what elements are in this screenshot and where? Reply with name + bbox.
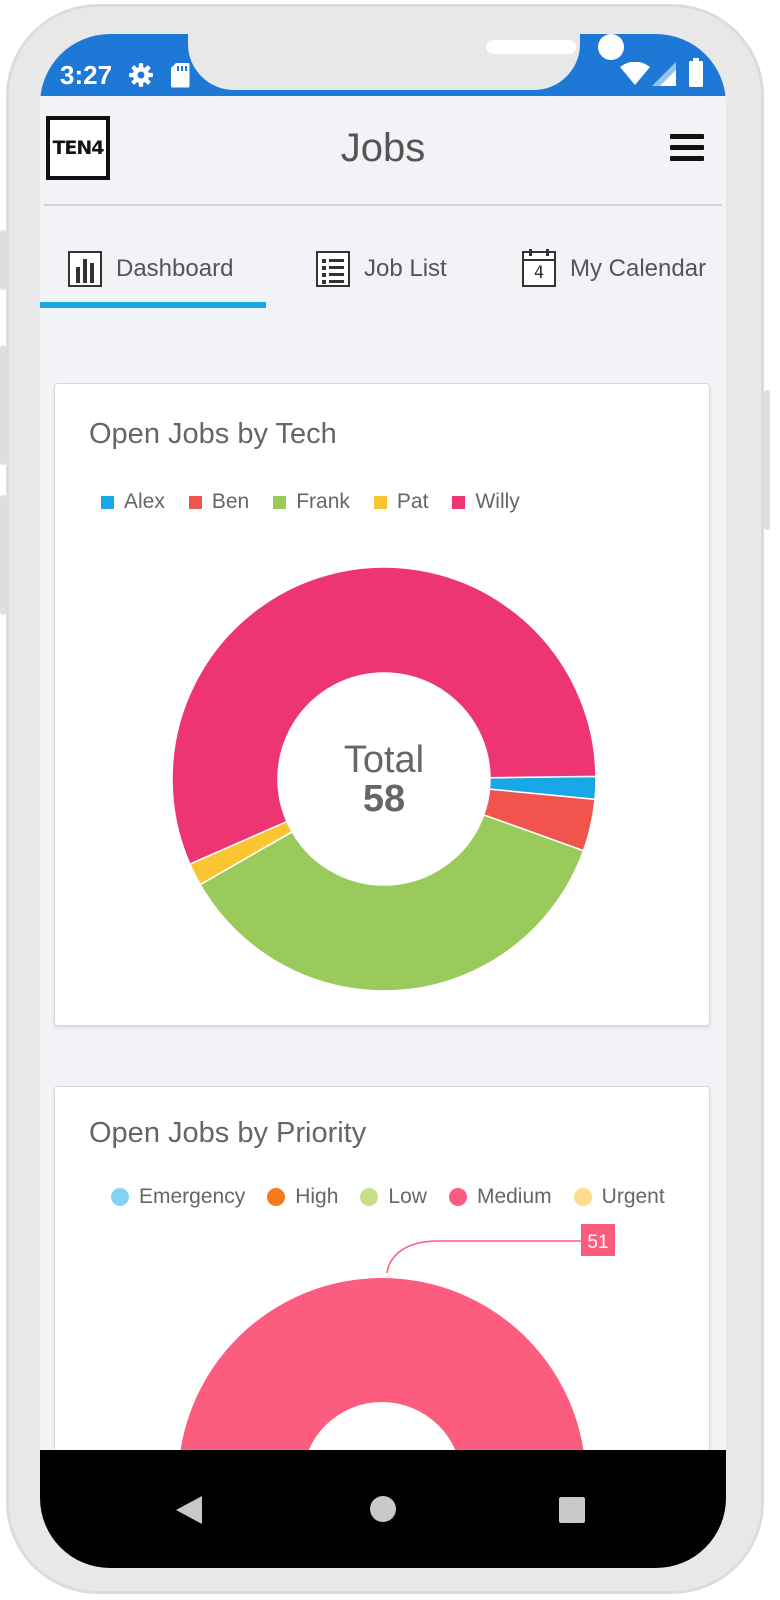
tab-label: Dashboard: [116, 255, 234, 282]
recent-apps-icon[interactable]: [558, 1496, 586, 1524]
chart-slice-willy[interactable]: [171, 566, 597, 866]
tab-dashboard[interactable]: Dashboard: [68, 234, 233, 304]
phone-screen: 3:27: [40, 34, 726, 1568]
tab-bar: Dashboard Job List 4 My Calendar: [40, 234, 726, 310]
legend-swatch: [452, 495, 466, 509]
chart-slice-frank[interactable]: [199, 813, 585, 992]
phone-side-button: [0, 230, 6, 290]
legend-label: Low: [388, 1185, 427, 1208]
app-logo[interactable]: TEN4: [46, 116, 110, 180]
legend-label: Frank: [296, 490, 350, 513]
sd-card-icon: [171, 63, 190, 88]
priority-donut-chart: 51: [178, 1224, 615, 1482]
legend-dot: [267, 1188, 286, 1206]
legend-swatch: [188, 495, 202, 509]
legend-dot: [448, 1188, 467, 1206]
legend-label: Urgent: [601, 1185, 665, 1208]
legend-dot: [360, 1188, 379, 1206]
chart-title: Open Jobs by Priority: [89, 1117, 367, 1149]
phone-side-button: [0, 345, 6, 465]
active-tab-indicator: [40, 302, 266, 308]
legend-swatch: [101, 495, 114, 509]
chart-title: Open Jobs by Tech: [89, 418, 337, 450]
tech-donut-chart: Total 58: [171, 566, 597, 992]
tab-label: Job List: [364, 255, 447, 282]
legend-item-high[interactable]: High: [267, 1185, 338, 1209]
home-icon[interactable]: [369, 1495, 397, 1523]
legend-label: High: [295, 1185, 339, 1208]
legend-item-frank[interactable]: Frank: [273, 490, 350, 514]
app-header: TEN4 Jobs: [40, 96, 726, 206]
data-label-leader-line: [386, 1240, 581, 1274]
battery-icon: [689, 58, 703, 87]
legend-label: Ben: [211, 490, 250, 513]
legend-dot: [111, 1188, 129, 1206]
tab-label: My Calendar: [570, 255, 707, 282]
wifi-icon: [620, 62, 650, 85]
data-label-box: [581, 1224, 615, 1256]
display-notch: [188, 34, 624, 90]
legend-dot: [573, 1188, 592, 1206]
status-time: 3:27: [60, 60, 113, 90]
back-icon[interactable]: [174, 1494, 204, 1526]
tab-my-calendar[interactable]: 4 My Calendar: [522, 234, 706, 304]
legend-item-pat[interactable]: Pat: [373, 490, 429, 514]
legend-item-ben[interactable]: Ben: [188, 490, 250, 514]
earpiece-speaker: [486, 40, 576, 54]
bar-chart-icon: [68, 251, 102, 287]
phone-side-button: [764, 390, 770, 530]
legend-label: Willy: [475, 490, 520, 513]
header-divider: [44, 204, 722, 206]
chart-center-label: Total: [344, 739, 424, 781]
chart-legend: Emergency High Low Medium Urgent: [111, 1185, 665, 1209]
legend-item-emergency[interactable]: Emergency: [111, 1185, 245, 1209]
gear-icon: [129, 63, 153, 87]
legend-item-low[interactable]: Low: [360, 1185, 427, 1209]
chart-legend: Alex Ben Frank Pat Willy: [101, 490, 544, 514]
status-bar: 3:27: [40, 34, 726, 96]
legend-swatch: [273, 495, 287, 509]
signal-icon: [652, 62, 676, 86]
front-camera: [598, 34, 624, 60]
tab-job-list[interactable]: Job List: [316, 234, 447, 304]
legend-label: Alex: [124, 490, 165, 513]
legend-label: Medium: [476, 1185, 552, 1208]
legend-swatch: [373, 495, 387, 509]
legend-item-medium[interactable]: Medium: [448, 1185, 552, 1209]
data-label-medium: 51: [587, 1232, 608, 1253]
chart-center-value: 58: [363, 778, 405, 820]
chart-card-tech: Open Jobs by Tech Alex Ben Frank Pat Wil…: [54, 383, 710, 1026]
legend-item-urgent[interactable]: Urgent: [573, 1185, 665, 1209]
legend-item-alex[interactable]: Alex: [101, 490, 165, 514]
chart-slice-medium[interactable]: [178, 1278, 586, 1482]
hamburger-menu-icon[interactable]: [670, 134, 704, 162]
legend-label: Emergency: [139, 1185, 246, 1208]
legend-item-willy[interactable]: Willy: [452, 490, 520, 514]
chart-card-priority: Open Jobs by Priority Emergency High Low…: [54, 1086, 710, 1486]
legend-label: Pat: [396, 490, 429, 513]
calendar-icon: 4: [522, 249, 556, 287]
calendar-icon-date: 4: [533, 263, 545, 283]
page-title: Jobs: [340, 126, 426, 170]
list-icon: [316, 251, 350, 287]
phone-side-button: [0, 495, 6, 615]
system-nav-bar: [40, 1450, 726, 1568]
